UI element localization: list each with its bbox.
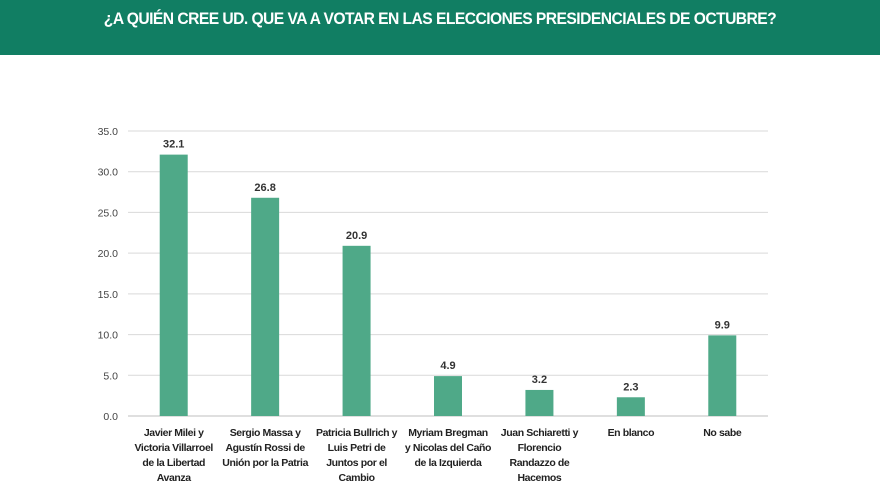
chart-title: ¿A QUIÉN CREE UD. QUE VA A VOTAR EN LAS … <box>103 9 777 28</box>
x-category-label: Juntos por el <box>326 457 387 469</box>
x-category-label: Victoria Villarroel <box>135 442 214 454</box>
x-category-label: Hacemos <box>517 472 561 484</box>
data-label: 3.2 <box>532 374 547 386</box>
x-category-label: Unión por la Patria <box>222 457 308 469</box>
x-category-label: Myriam Bregman <box>408 427 488 439</box>
y-tick-label: 25.0 <box>98 207 119 219</box>
y-tick-label: 20.0 <box>98 248 119 260</box>
x-category-label: Avanza <box>157 472 192 484</box>
x-category-label: Sergio Massa y <box>230 427 301 439</box>
x-category-label: Javier Milei y <box>144 427 204 439</box>
bar <box>251 197 280 416</box>
bar <box>708 335 737 416</box>
y-tick-label: 5.0 <box>103 370 118 382</box>
x-category-label: de la Libertad <box>142 457 205 469</box>
x-category-label: No sabe <box>703 427 742 439</box>
data-label: 2.3 <box>623 381 638 393</box>
header-banner: ¿A QUIÉN CREE UD. QUE VA A VOTAR EN LAS … <box>0 0 880 55</box>
y-tick-label: 30.0 <box>98 167 119 179</box>
bar <box>342 245 371 416</box>
data-label: 20.9 <box>346 230 367 242</box>
data-label: 32.1 <box>163 139 184 151</box>
y-tick-label: 35.0 <box>98 126 119 138</box>
x-category-label: Randazzo de <box>510 457 570 469</box>
bar <box>525 389 554 416</box>
x-category-label: y Nicolas del Caño <box>405 442 491 454</box>
data-label: 4.9 <box>440 360 455 372</box>
x-category-label: Patricia Bullrich y <box>316 427 398 439</box>
y-tick-label: 10.0 <box>98 330 119 342</box>
data-label: 9.9 <box>715 319 730 331</box>
bar <box>616 397 645 416</box>
x-category-label: En blanco <box>608 427 655 439</box>
x-category-label: Florencio <box>518 442 562 454</box>
data-label: 26.8 <box>254 182 275 194</box>
bar <box>434 376 462 416</box>
x-category-label: Juan Schiaretti y <box>501 427 579 439</box>
y-tick-label: 15.0 <box>98 289 119 301</box>
bar <box>159 154 188 416</box>
x-category-label: Luis Petri de <box>328 442 386 454</box>
x-category-label: Agustín Rossi de <box>225 442 305 454</box>
x-category-label: de la Izquierda <box>415 457 482 469</box>
x-category-label: Cambio <box>339 472 375 484</box>
y-tick-label: 0.0 <box>103 411 118 423</box>
